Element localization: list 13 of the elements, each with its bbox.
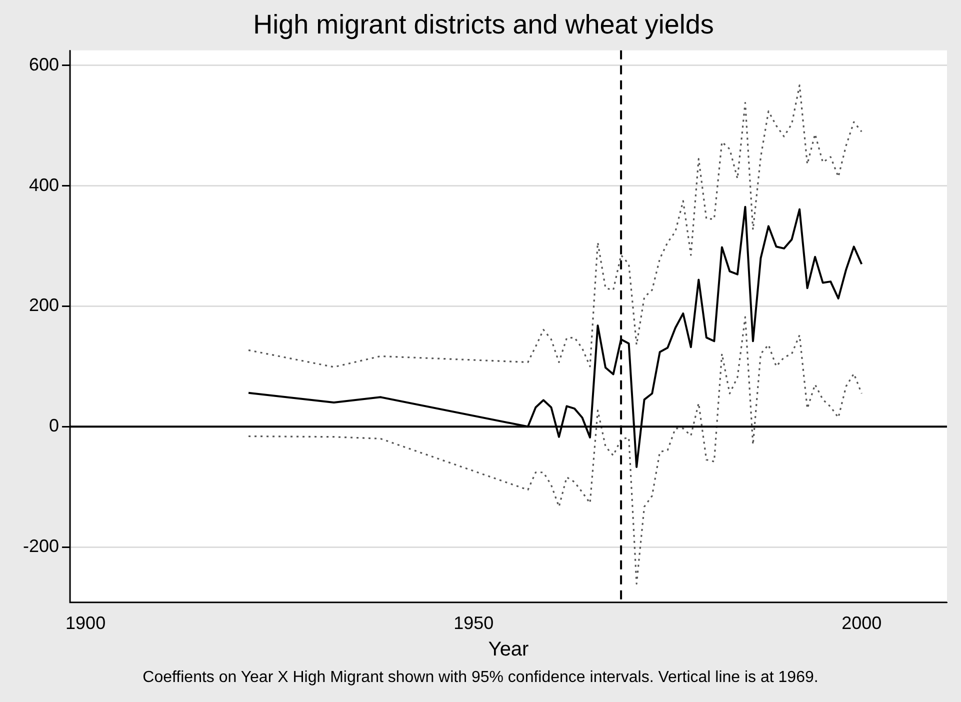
- y-tick-label: 200: [28, 295, 60, 316]
- x-axis-title: Year: [488, 638, 530, 661]
- line-series: [248, 84, 862, 368]
- y-tick-label: -200: [22, 536, 60, 556]
- y-tick-label: 400: [28, 174, 60, 195]
- text: Coeffients on Year X High Migrant shown with 95% confidence intervals. Vertical line is at 1969.: [142, 669, 818, 686]
- x-tick-label: 1900: [66, 613, 106, 634]
- x-tick-label: 2000: [842, 613, 882, 634]
- y-tick-label: 0: [49, 416, 60, 436]
- line-series: [248, 316, 862, 585]
- y-tick-label: 600: [28, 54, 60, 74]
- chart-title: High migrant districts and wheat yields: [253, 10, 714, 40]
- x-tick-label: 1950: [454, 613, 494, 634]
